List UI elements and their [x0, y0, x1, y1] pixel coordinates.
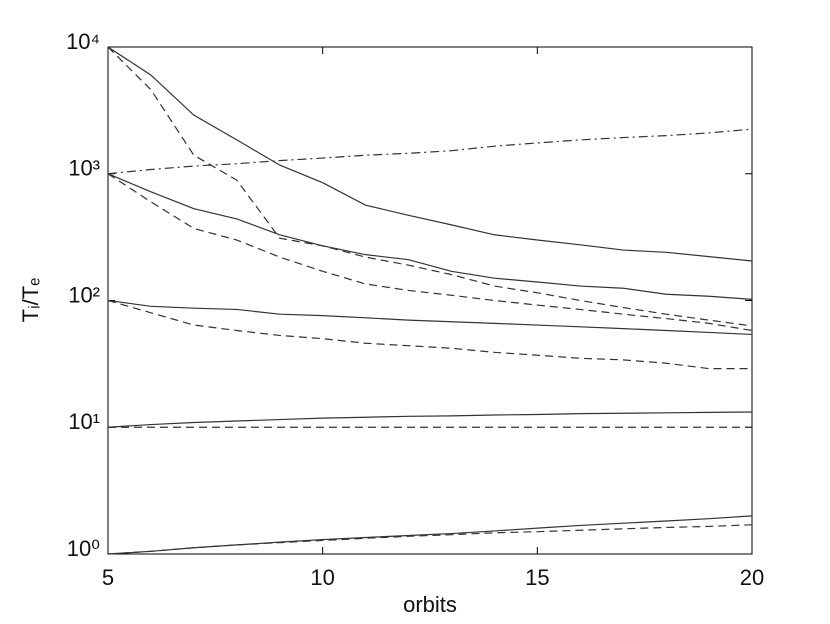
- x-tick-label: 10: [310, 565, 334, 590]
- y-tick-label: 10²: [68, 282, 100, 307]
- x-tick-label: 20: [740, 565, 764, 590]
- series-line: [107, 299, 752, 370]
- y-axis-label: Tᵢ/Tₑ: [18, 278, 43, 323]
- y-tick-label: 10⁴: [66, 29, 100, 54]
- series-line: [107, 524, 753, 555]
- x-axis-label: orbits: [403, 592, 457, 617]
- series-line: [107, 515, 753, 555]
- x-tick-label: 5: [102, 565, 114, 590]
- series-line: [107, 173, 753, 332]
- x-tick-label: 15: [525, 565, 549, 590]
- y-tick-label: 10¹: [68, 409, 100, 434]
- y-tick-label: 10⁰: [67, 536, 100, 561]
- series-line: [107, 128, 753, 175]
- series-line: [107, 46, 753, 262]
- series-line: [107, 173, 753, 301]
- series-line: [107, 411, 753, 428]
- series-line: [107, 299, 753, 336]
- plot-frame: [107, 46, 753, 555]
- y-tick-label: 10³: [68, 156, 100, 181]
- series-line: [107, 46, 753, 327]
